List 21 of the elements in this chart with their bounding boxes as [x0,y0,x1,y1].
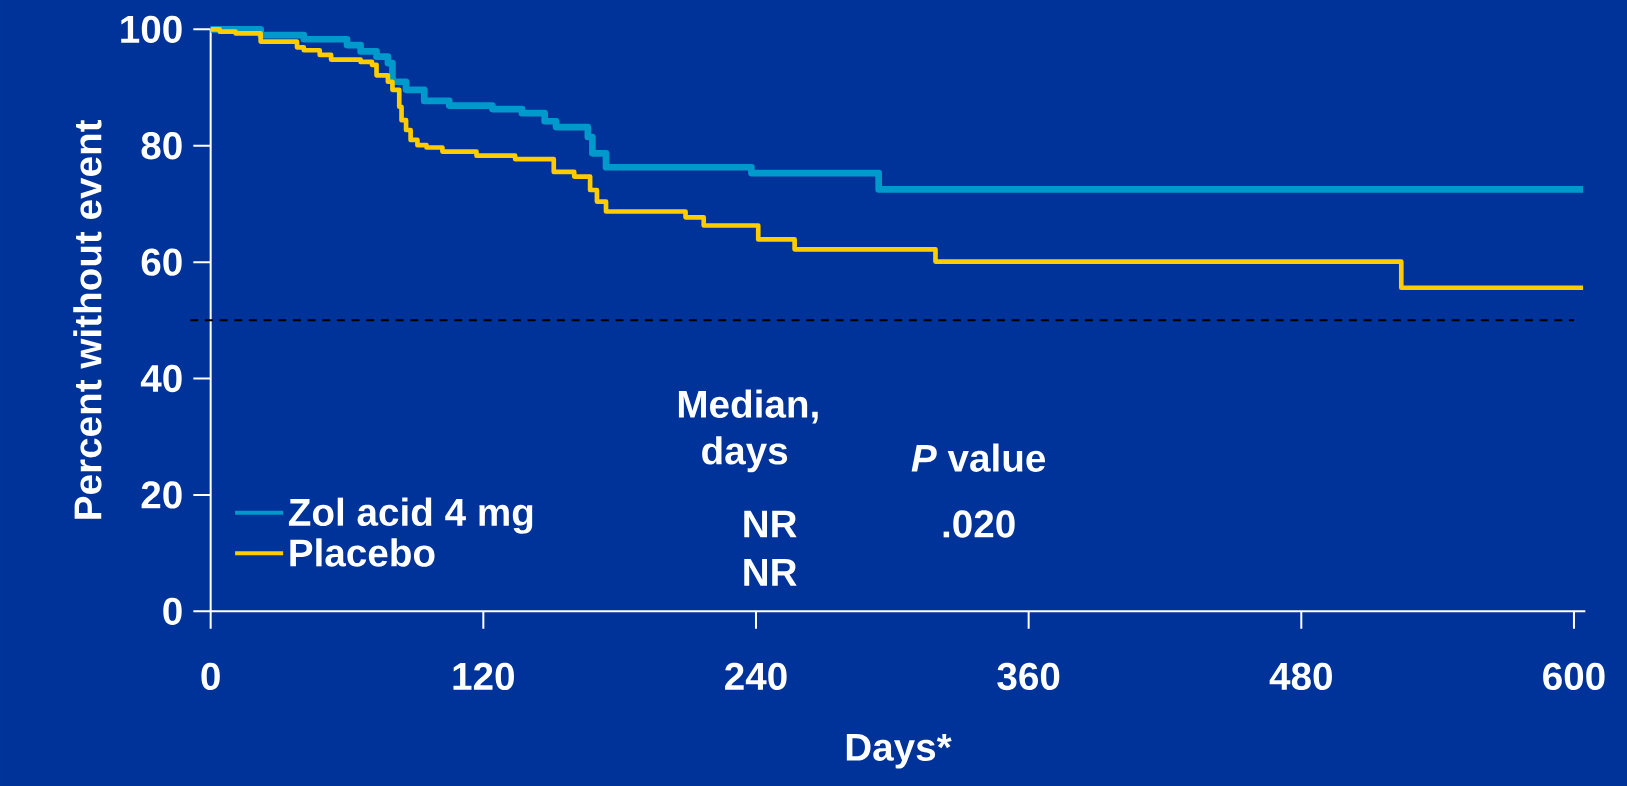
x-axis-title: Days* [846,733,952,769]
y-axis-title: Percent without event [73,119,102,519]
x-tick-label: 600 [1543,662,1605,691]
x-tick-label: 120 [453,662,514,691]
y-tick-label: 0 [163,597,182,626]
legend-label: Placebo [290,538,435,567]
y-tick-label: 40 [140,364,182,393]
annotation: .020 [943,510,1015,538]
y-tick-label: 100 [121,15,182,44]
x-tick-label: 480 [1269,662,1332,691]
annotation: NR [744,510,797,538]
x-tick-label: 0 [201,662,220,691]
legend-label: Zol acid 4 mg [288,497,533,534]
y-tick-label: 80 [141,132,182,160]
annotation: Median, days [678,389,818,473]
annotation: P value [911,443,1046,472]
x-tick-label: 360 [997,662,1060,691]
y-tick-label: 20 [141,481,182,509]
y-tick-label: 60 [141,248,182,276]
x-tick-label: 240 [725,662,787,691]
annotation: NR [744,559,797,586]
